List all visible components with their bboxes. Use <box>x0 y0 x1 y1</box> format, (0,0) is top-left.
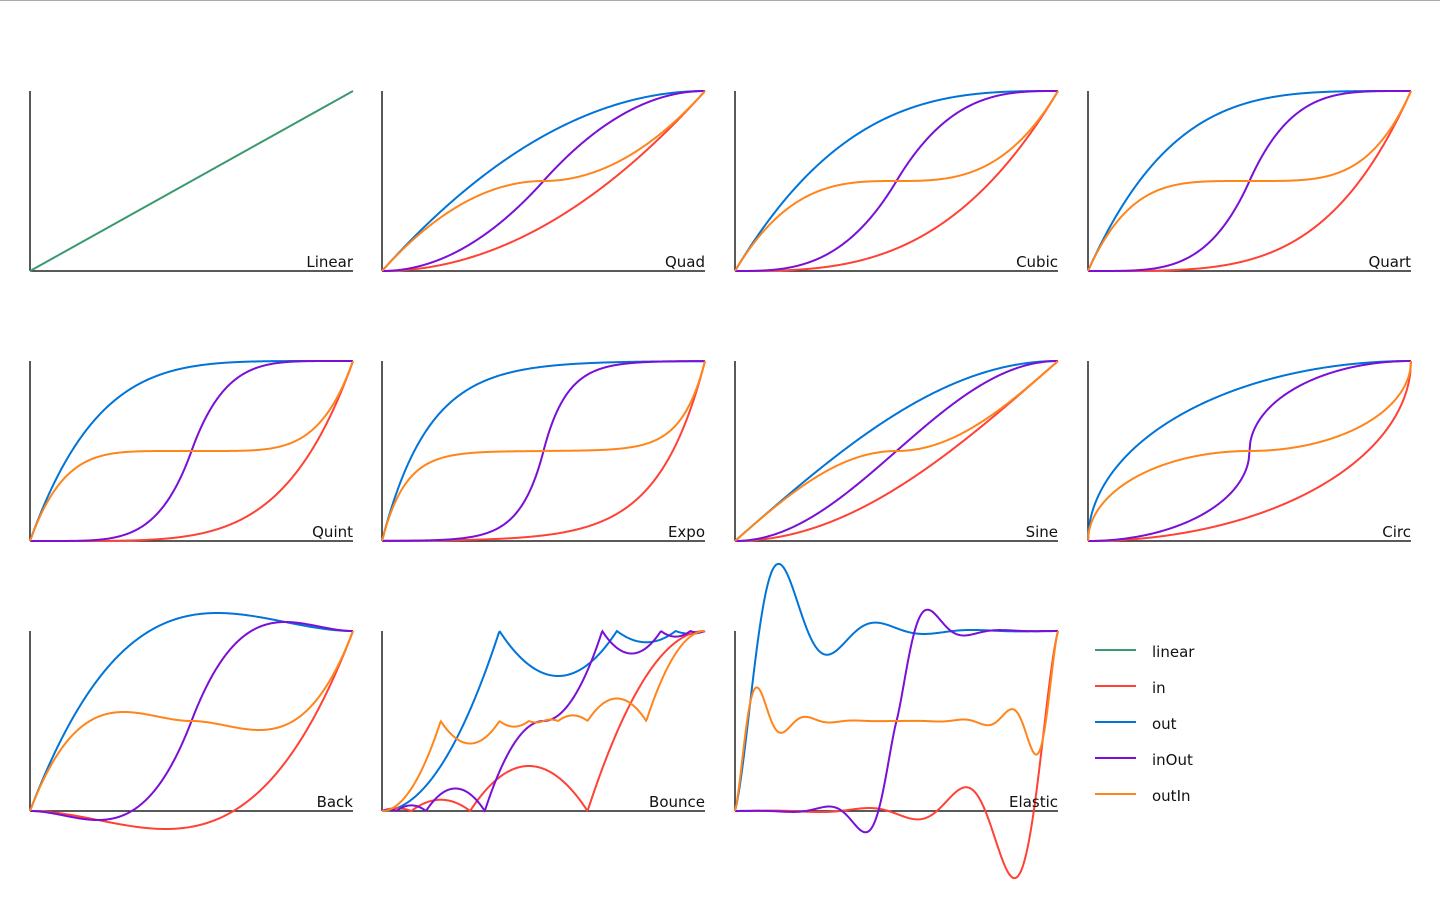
panel-title: Cubic <box>1016 253 1058 271</box>
panel-cubic: Cubic <box>734 90 1059 272</box>
series-line-outIn <box>381 360 706 542</box>
series-line-in <box>1088 360 1412 542</box>
series-line-outIn <box>381 90 706 272</box>
legend-label: outIn <box>1152 787 1191 805</box>
legend-label: linear <box>1152 643 1195 661</box>
panel-title: Quad <box>665 253 705 271</box>
series-line-in <box>734 630 1059 880</box>
series-line-out <box>734 90 1058 272</box>
panel-title: Linear <box>306 253 353 271</box>
panel-bounce: Bounce <box>381 629 706 813</box>
series-line-outIn <box>29 630 354 812</box>
panel-elastic: Elastic <box>734 562 1059 880</box>
legend-label: in <box>1152 679 1166 697</box>
series-line-in <box>381 630 706 813</box>
series-line-out <box>29 612 353 812</box>
legend-item-out: out <box>1095 715 1177 733</box>
series-line-out <box>381 90 705 272</box>
legend-label: inOut <box>1152 751 1193 769</box>
legend-item-in: in <box>1095 679 1166 697</box>
panel-title: Sine <box>1026 523 1058 541</box>
series-line-linear <box>29 90 354 272</box>
panel-title: Quart <box>1368 253 1411 271</box>
panel-title: Quint <box>312 523 353 541</box>
series-line-outIn <box>381 630 706 812</box>
series-line-outIn <box>734 360 1059 542</box>
panel-title: Bounce <box>649 793 705 811</box>
panel-title: Back <box>317 793 354 811</box>
panel-title: Elastic <box>1009 793 1058 811</box>
panel-back: Back <box>29 612 354 830</box>
panel-title: Expo <box>668 523 705 541</box>
series-line-outIn <box>29 360 354 542</box>
legend-item-inOut: inOut <box>1095 751 1193 769</box>
series-line-in <box>382 90 706 272</box>
series-line-out <box>734 562 1059 812</box>
series-line-in <box>735 90 1059 272</box>
series-line-outIn <box>734 90 1059 272</box>
series-line-in <box>735 360 1059 542</box>
panel-expo: Expo <box>381 360 706 542</box>
panel-quint: Quint <box>29 360 354 542</box>
series-line-out <box>381 629 706 812</box>
series-line-in <box>30 630 354 830</box>
series-line-outIn <box>734 630 1059 812</box>
series-line-out <box>734 360 1058 542</box>
panel-title: Circ <box>1382 523 1411 541</box>
series-line-outIn <box>1087 90 1412 272</box>
series-line-outIn <box>1087 360 1412 542</box>
panel-circ: Circ <box>1087 360 1412 542</box>
legend-item-outIn: outIn <box>1095 787 1191 805</box>
series-line-out <box>1087 360 1411 542</box>
legend-item-linear: linear <box>1095 643 1195 661</box>
panel-quart: Quart <box>1087 90 1412 272</box>
panel-sine: Sine <box>734 360 1059 542</box>
legend: linear in out inOut outIn <box>1095 643 1195 805</box>
panel-linear: Linear <box>29 90 354 272</box>
legend-label: out <box>1152 715 1177 733</box>
panel-quad: Quad <box>381 90 706 272</box>
